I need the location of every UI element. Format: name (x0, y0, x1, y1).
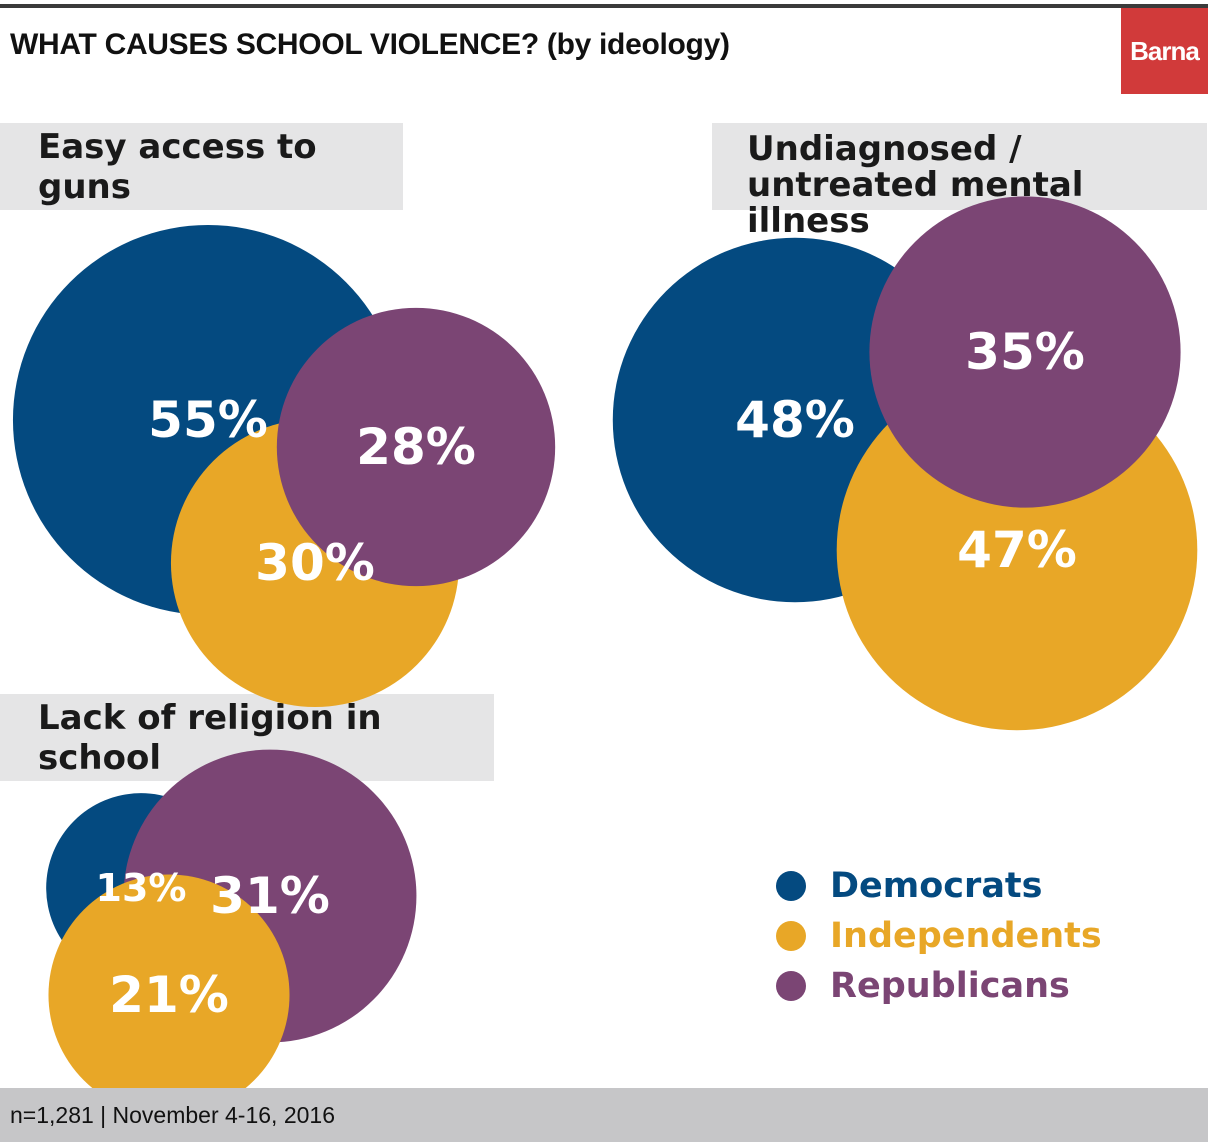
legend-dot-independents (776, 921, 806, 951)
bubble-value-label: 31% (210, 867, 330, 925)
bubble-value-label: 30% (255, 534, 375, 592)
chart-title: WHAT CAUSES SCHOOL VIOLENCE? (by ideolog… (10, 28, 730, 61)
bubble-value-label: 13% (96, 866, 187, 910)
group-label-mental-illness: Undiagnosed / untreated mental illness (712, 123, 1207, 239)
legend-republicans: Republicans (776, 966, 1070, 1006)
bubble-value-label: 21% (109, 966, 229, 1024)
legend-independents: Independents (776, 916, 1102, 956)
group-label-guns: Easy access to guns (0, 123, 403, 210)
bubble-value-label: 35% (965, 323, 1085, 381)
bubble-value-label: 28% (356, 418, 476, 476)
top-rule (0, 4, 1208, 8)
barna-logo: Barna (1121, 8, 1208, 94)
bubble-republicans (869, 196, 1181, 508)
legend-label: Republicans (830, 966, 1070, 1006)
legend-label: Democrats (830, 866, 1043, 906)
sample-note: n=1,281 | November 4-16, 2016 (10, 1102, 335, 1128)
bubble-republicans (276, 307, 556, 587)
bubble-value-label: 48% (735, 391, 855, 449)
legend-dot-democrats (776, 871, 806, 901)
bubble-independents (48, 874, 290, 1116)
bubble-value-label: 55% (148, 391, 268, 449)
footer-bar: n=1,281 | November 4-16, 2016 (0, 1088, 1208, 1142)
legend-democrats: Democrats (776, 866, 1043, 906)
legend-dot-republicans (776, 971, 806, 1001)
bubble-value-label: 47% (957, 521, 1077, 579)
legend-label: Independents (830, 916, 1102, 956)
